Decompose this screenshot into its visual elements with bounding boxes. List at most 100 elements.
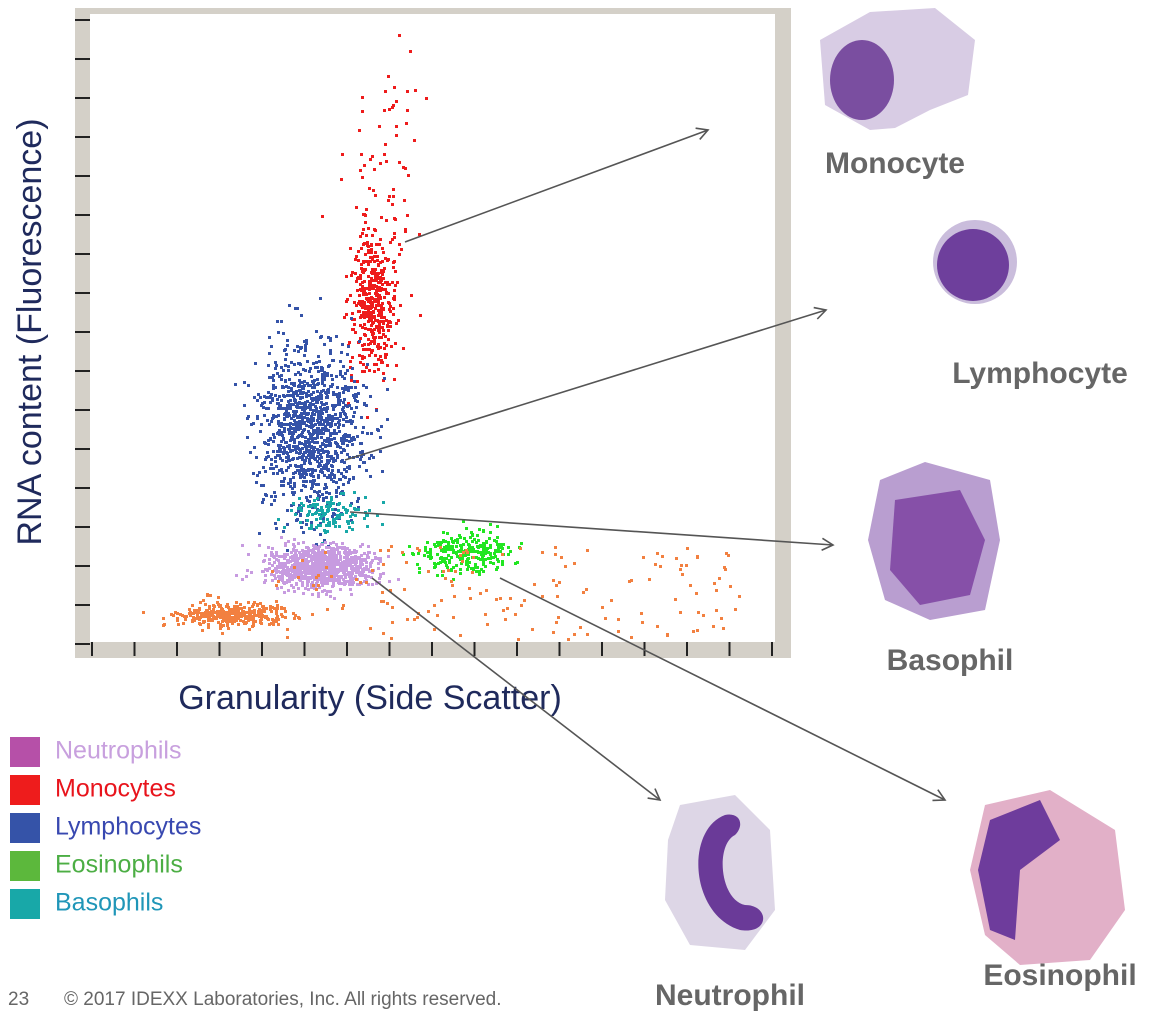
point: [305, 523, 308, 526]
point: [475, 556, 478, 559]
point: [345, 275, 348, 278]
point: [480, 545, 483, 548]
point: [360, 263, 363, 266]
point: [318, 561, 321, 564]
point: [442, 570, 445, 573]
point: [276, 450, 279, 453]
point: [353, 380, 356, 383]
point: [361, 355, 364, 358]
point: [509, 597, 512, 600]
point: [364, 307, 367, 310]
point: [377, 368, 380, 371]
point: [499, 597, 502, 600]
point: [383, 347, 386, 350]
point: [326, 579, 329, 582]
point: [474, 563, 477, 566]
point: [281, 562, 284, 565]
point: [220, 625, 223, 628]
point: [345, 300, 348, 303]
point: [296, 406, 299, 409]
point: [702, 614, 705, 617]
point: [355, 206, 358, 209]
point: [402, 347, 405, 350]
point: [586, 633, 589, 636]
point: [179, 613, 182, 616]
point: [329, 595, 332, 598]
point: [523, 599, 526, 602]
point: [321, 215, 324, 218]
point: [319, 421, 322, 424]
point: [480, 553, 483, 556]
point: [368, 292, 371, 295]
point: [325, 566, 328, 569]
point: [384, 356, 387, 359]
point: [329, 337, 332, 340]
point: [274, 522, 277, 525]
point: [287, 574, 290, 577]
point: [306, 413, 309, 416]
cell-label: Eosinophil: [983, 959, 1136, 992]
point: [342, 604, 345, 607]
point: [509, 550, 512, 553]
point: [459, 634, 462, 637]
point: [250, 571, 253, 574]
point: [348, 583, 351, 586]
point: [416, 563, 419, 566]
point: [363, 567, 366, 570]
point: [374, 307, 377, 310]
point: [356, 583, 359, 586]
point: [293, 482, 296, 485]
point: [283, 526, 286, 529]
point: [487, 557, 490, 560]
point: [280, 480, 283, 483]
point: [444, 561, 447, 564]
point: [335, 495, 338, 498]
point: [324, 429, 327, 432]
point: [365, 386, 368, 389]
point: [485, 589, 488, 592]
point: [271, 564, 274, 567]
point: [335, 517, 338, 520]
point: [263, 581, 266, 584]
point: [307, 384, 310, 387]
point: [332, 518, 335, 521]
point: [370, 330, 373, 333]
point: [331, 515, 334, 518]
point: [640, 612, 643, 615]
point: [299, 397, 302, 400]
point: [385, 160, 388, 163]
point: [675, 557, 678, 560]
point: [342, 391, 345, 394]
point: [501, 563, 504, 566]
point: [281, 459, 284, 462]
point: [718, 577, 721, 580]
point: [306, 564, 309, 567]
point: [251, 625, 254, 628]
point: [320, 460, 323, 463]
point: [397, 578, 400, 581]
point: [585, 588, 588, 591]
point: [361, 110, 364, 113]
point: [390, 345, 393, 348]
point: [485, 541, 488, 544]
point: [243, 381, 246, 384]
point: [324, 483, 327, 486]
point: [341, 542, 344, 545]
point: [296, 345, 299, 348]
point: [307, 588, 310, 591]
point: [261, 501, 264, 504]
point: [324, 541, 327, 544]
point: [326, 518, 329, 521]
point: [281, 576, 284, 579]
point: [275, 584, 278, 587]
point: [393, 378, 396, 381]
point: [309, 408, 312, 411]
point: [275, 612, 278, 615]
point: [403, 199, 406, 202]
point: [393, 298, 396, 301]
point: [357, 569, 360, 572]
point: [328, 524, 331, 527]
point: [284, 544, 287, 547]
point: [325, 491, 328, 494]
point: [341, 459, 344, 462]
